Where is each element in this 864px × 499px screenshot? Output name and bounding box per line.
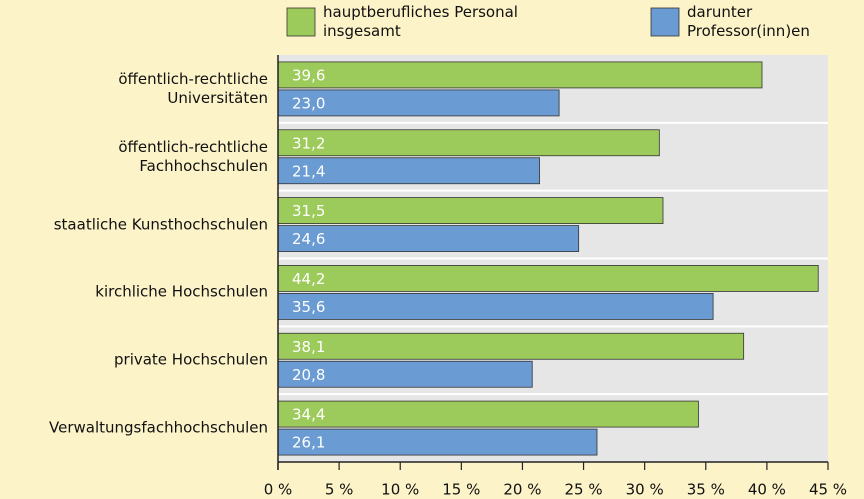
x-tick-label: 5 %: [325, 481, 354, 499]
legend-swatch: [286, 7, 316, 37]
x-tick-label: 15 %: [442, 481, 480, 499]
bar: [277, 129, 660, 157]
value-label: 39,6: [292, 66, 325, 84]
bar: [277, 61, 763, 89]
category-label: staatliche Kunsthochschulen: [53, 215, 268, 234]
x-tick-label: 30 %: [626, 481, 664, 499]
x-tick-label: 35 %: [687, 481, 725, 499]
bar: [277, 89, 560, 117]
bar: [277, 400, 699, 428]
value-label: 31,2: [292, 134, 325, 152]
x-tick-label: 10 %: [381, 481, 419, 499]
value-label: 44,2: [292, 270, 325, 288]
value-label: 38,1: [292, 338, 325, 356]
legend-label: darunter Professor(inn)en: [687, 3, 810, 40]
value-label: 35,6: [292, 298, 325, 316]
bar: [277, 265, 819, 292]
value-label: 20,8: [292, 366, 325, 384]
category-label: kirchliche Hochschulen: [95, 282, 268, 301]
legend-label: hauptberufliches Personal insgesamt: [323, 3, 518, 40]
value-label: 26,1: [292, 434, 325, 452]
x-tick-label: 25 %: [565, 481, 603, 499]
value-label: 31,5: [292, 202, 325, 220]
bar: [277, 225, 580, 252]
bar: [277, 332, 745, 360]
legend-swatch: [650, 7, 680, 37]
x-tick-label: 40 %: [748, 481, 786, 499]
bar: [277, 157, 540, 185]
bar: [277, 428, 598, 456]
bar: [277, 197, 664, 224]
bar: [277, 293, 714, 320]
x-tick-label: 45 %: [809, 481, 847, 499]
value-label: 34,4: [292, 406, 325, 424]
category-label: private Hochschulen: [114, 350, 268, 369]
category-label: Verwaltungsfachhochschulen: [49, 418, 268, 437]
x-tick-label: 0 %: [264, 481, 293, 499]
category-label: öffentlich-rechtliche Fachhochschulen: [118, 137, 268, 175]
value-label: 21,4: [292, 162, 325, 180]
category-label: öffentlich-rechtliche Universitäten: [118, 69, 268, 107]
x-tick-label: 20 %: [503, 481, 541, 499]
value-label: 24,6: [292, 230, 325, 248]
value-label: 23,0: [292, 94, 325, 112]
